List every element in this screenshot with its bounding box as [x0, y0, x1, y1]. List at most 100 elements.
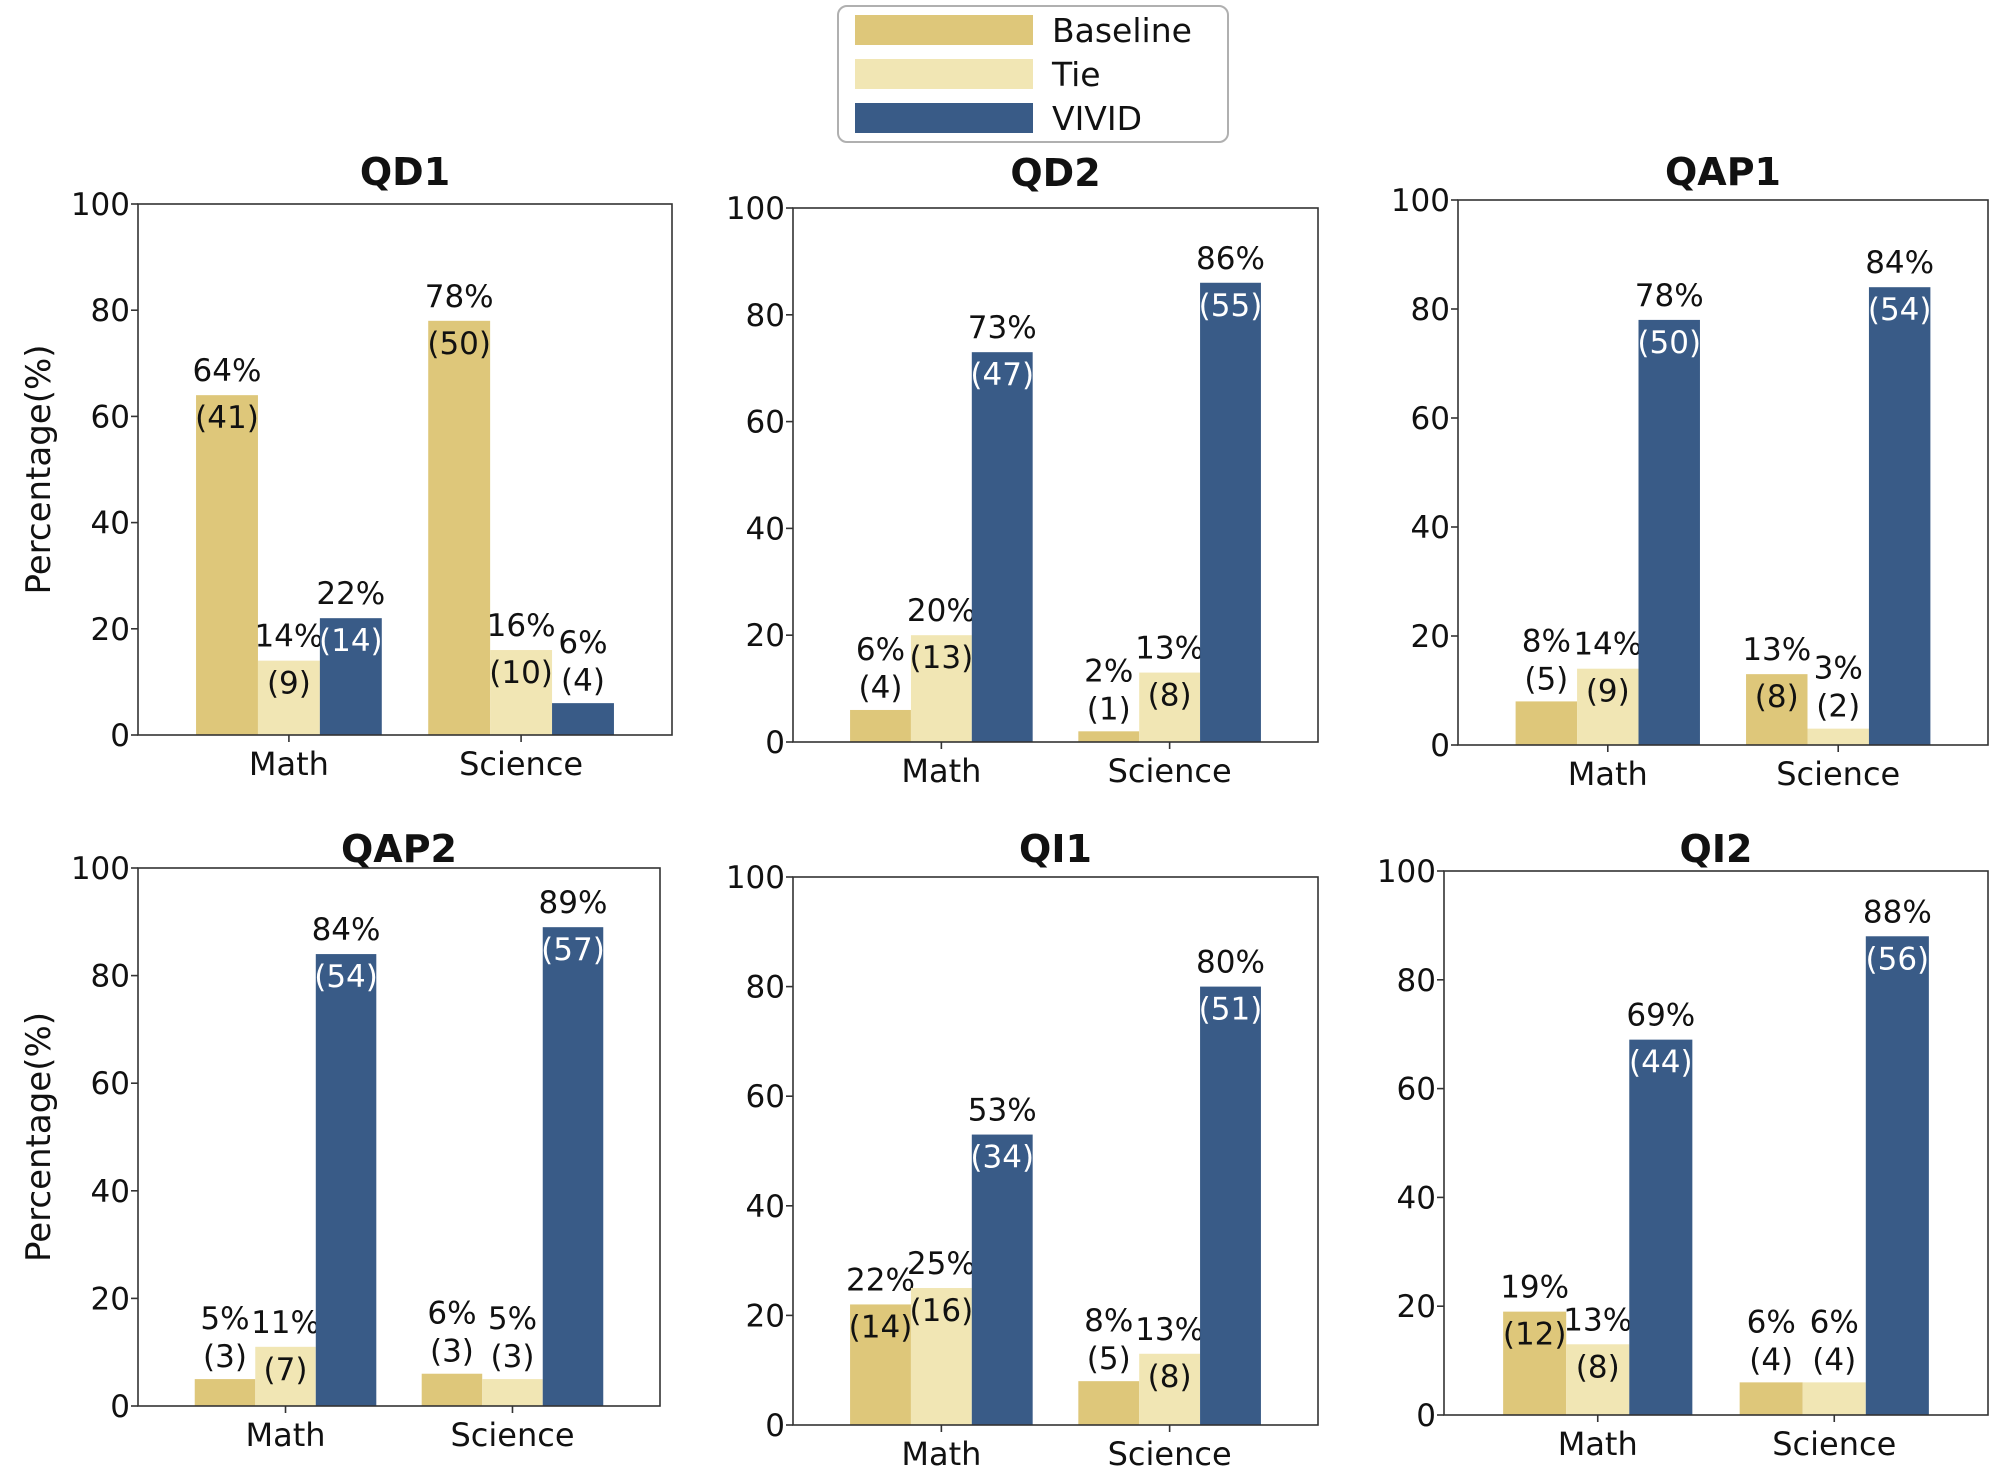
- bar-vivid-science: [552, 703, 614, 735]
- y-tick-label: 20: [746, 618, 785, 654]
- legend-label-tie: Tie: [1051, 55, 1101, 94]
- y-axis-label: Percentage(%): [19, 1012, 59, 1262]
- chart-panel-qd2: QD2 0 20 40 60 80 100 6%(4) 20% (13) 73% (47) Math 2%…: [726, 151, 1319, 790]
- data-label-count: (54): [1868, 292, 1932, 328]
- data-label-percent: 80%: [1196, 945, 1265, 981]
- bar-baseline-math: [1515, 701, 1578, 745]
- data-label-percent: 64%: [193, 353, 262, 389]
- y-tick-label: 60: [746, 405, 785, 441]
- plot-frame: [1443, 870, 1989, 1416]
- data-label-count: (12): [1503, 1317, 1567, 1353]
- legend-label-baseline: Baseline: [1052, 11, 1192, 50]
- data-label-count: (8): [1148, 678, 1192, 714]
- panel-title-qi2: QI2: [1680, 827, 1753, 871]
- y-tick-label: 100: [726, 860, 785, 896]
- data-label-count: (5): [1087, 1341, 1131, 1377]
- y-tick-label: 40: [91, 506, 130, 542]
- data-label-percent: 6%: [1747, 1304, 1796, 1340]
- data-label-percent: 8%: [1084, 1303, 1133, 1339]
- data-label-percent: 6%: [558, 625, 607, 661]
- data-label-percent: 78%: [425, 279, 494, 315]
- legend: Baseline Tie VIVID: [837, 5, 1229, 143]
- data-label-percent: 8%: [1522, 623, 1571, 659]
- bar-vivid-math: [319, 618, 382, 735]
- data-label-count: (14): [849, 1309, 913, 1345]
- x-tick-label: Math: [1558, 1425, 1638, 1463]
- data-label-count: (55): [1199, 288, 1263, 324]
- plot-frame: [1457, 199, 1989, 746]
- bar-baseline-math: [1503, 1311, 1567, 1415]
- data-label-percent: 22%: [846, 1262, 915, 1298]
- data-label-percent: 78%: [1635, 278, 1704, 314]
- bar-tie-science: [1802, 1382, 1866, 1415]
- y-tick-label: 20: [1397, 1289, 1436, 1325]
- legend-label-vivid: VIVID: [1052, 99, 1142, 138]
- bar-tie-science: [490, 650, 553, 735]
- bar-baseline-math: [194, 1379, 256, 1406]
- bar-vivid-science: [1200, 986, 1261, 1425]
- y-tick-label: 100: [1377, 854, 1436, 890]
- plot-frame: [792, 876, 1319, 1426]
- data-label-count: (7): [264, 1352, 308, 1388]
- bar-vivid-science: [1865, 936, 1929, 1415]
- y-tick-label: 0: [765, 725, 785, 761]
- data-label-count: (41): [195, 400, 259, 436]
- data-label-percent: 88%: [1863, 894, 1932, 930]
- y-tick-label: 100: [1391, 183, 1450, 219]
- data-label-count: (8): [1576, 1349, 1620, 1385]
- data-label-count: (51): [1199, 992, 1263, 1028]
- x-tick-label: Math: [901, 1435, 981, 1473]
- y-tick-label: 20: [1411, 619, 1450, 655]
- data-label-percent: 2%: [1084, 653, 1133, 689]
- y-tick-label: 40: [1411, 510, 1450, 546]
- data-label-count: (3): [430, 1334, 474, 1370]
- y-tick-label: 40: [746, 1189, 785, 1225]
- data-label-count: (9): [1586, 674, 1630, 710]
- bar-vivid-math: [1638, 319, 1700, 745]
- x-tick-label: Math: [249, 745, 329, 783]
- y-tick-label: 60: [746, 1079, 785, 1115]
- data-label-count: (16): [910, 1293, 974, 1329]
- chart-panel-qap1: QAP1 0 20 40 60 80 100 8%(5)14% (9) 78% (50) Math 13…: [1391, 150, 1989, 793]
- bar-baseline-math: [850, 1304, 911, 1425]
- data-label-percent: 53%: [968, 1093, 1037, 1129]
- data-label-percent: 13%: [1135, 631, 1204, 667]
- y-tick-label: 80: [91, 959, 130, 995]
- data-label-count: (3): [491, 1339, 535, 1375]
- data-label-count: (14): [319, 623, 383, 659]
- data-label-count: (54): [314, 959, 378, 995]
- x-tick-label: Science: [1776, 755, 1900, 793]
- bar-baseline-science: [421, 1373, 483, 1406]
- data-label-count: (13): [910, 640, 974, 676]
- data-label-count: (4): [1812, 1342, 1856, 1378]
- y-tick-label: 20: [91, 612, 130, 648]
- bar-tie-math: [910, 635, 972, 742]
- data-label-percent: 13%: [1563, 1302, 1632, 1338]
- bar-tie-math: [255, 1346, 316, 1406]
- data-label-count: (57): [541, 932, 605, 968]
- data-label-count: (47): [970, 357, 1034, 393]
- x-tick-label: Science: [459, 745, 583, 783]
- chart-panel-qap2: QAP2020406080100Percentage(%)5%(3)11%(7)…: [19, 827, 661, 1454]
- legend-entry-vivid: VIVID: [855, 99, 1142, 138]
- x-tick-label: Science: [1108, 1435, 1232, 1473]
- y-tick-label: 40: [746, 511, 785, 547]
- data-label-count: (5): [1524, 661, 1568, 697]
- data-label-percent: 20%: [907, 593, 976, 629]
- chart-panel-qd1: QD1 0 20 40 60 80 100 Percentage(%) 64% (41) 14% (9…: [19, 150, 673, 783]
- x-tick-label: Math: [901, 752, 981, 790]
- data-label-count: (4): [859, 670, 903, 706]
- bar-tie-math: [1577, 668, 1639, 745]
- data-label-percent: 5%: [200, 1301, 249, 1337]
- legend-entry-baseline: Baseline: [855, 11, 1192, 50]
- bar-vivid-science: [1200, 282, 1261, 742]
- legend-swatch-vivid: [855, 103, 1033, 133]
- data-label-percent: 19%: [1500, 1270, 1569, 1306]
- y-tick-label: 60: [1397, 1072, 1436, 1108]
- y-tick-label: 60: [1411, 401, 1450, 437]
- data-label-percent: 14%: [254, 619, 323, 655]
- bar-baseline-science: [1078, 731, 1140, 742]
- data-label-percent: 14%: [1573, 627, 1642, 663]
- y-tick-label: 80: [746, 298, 785, 334]
